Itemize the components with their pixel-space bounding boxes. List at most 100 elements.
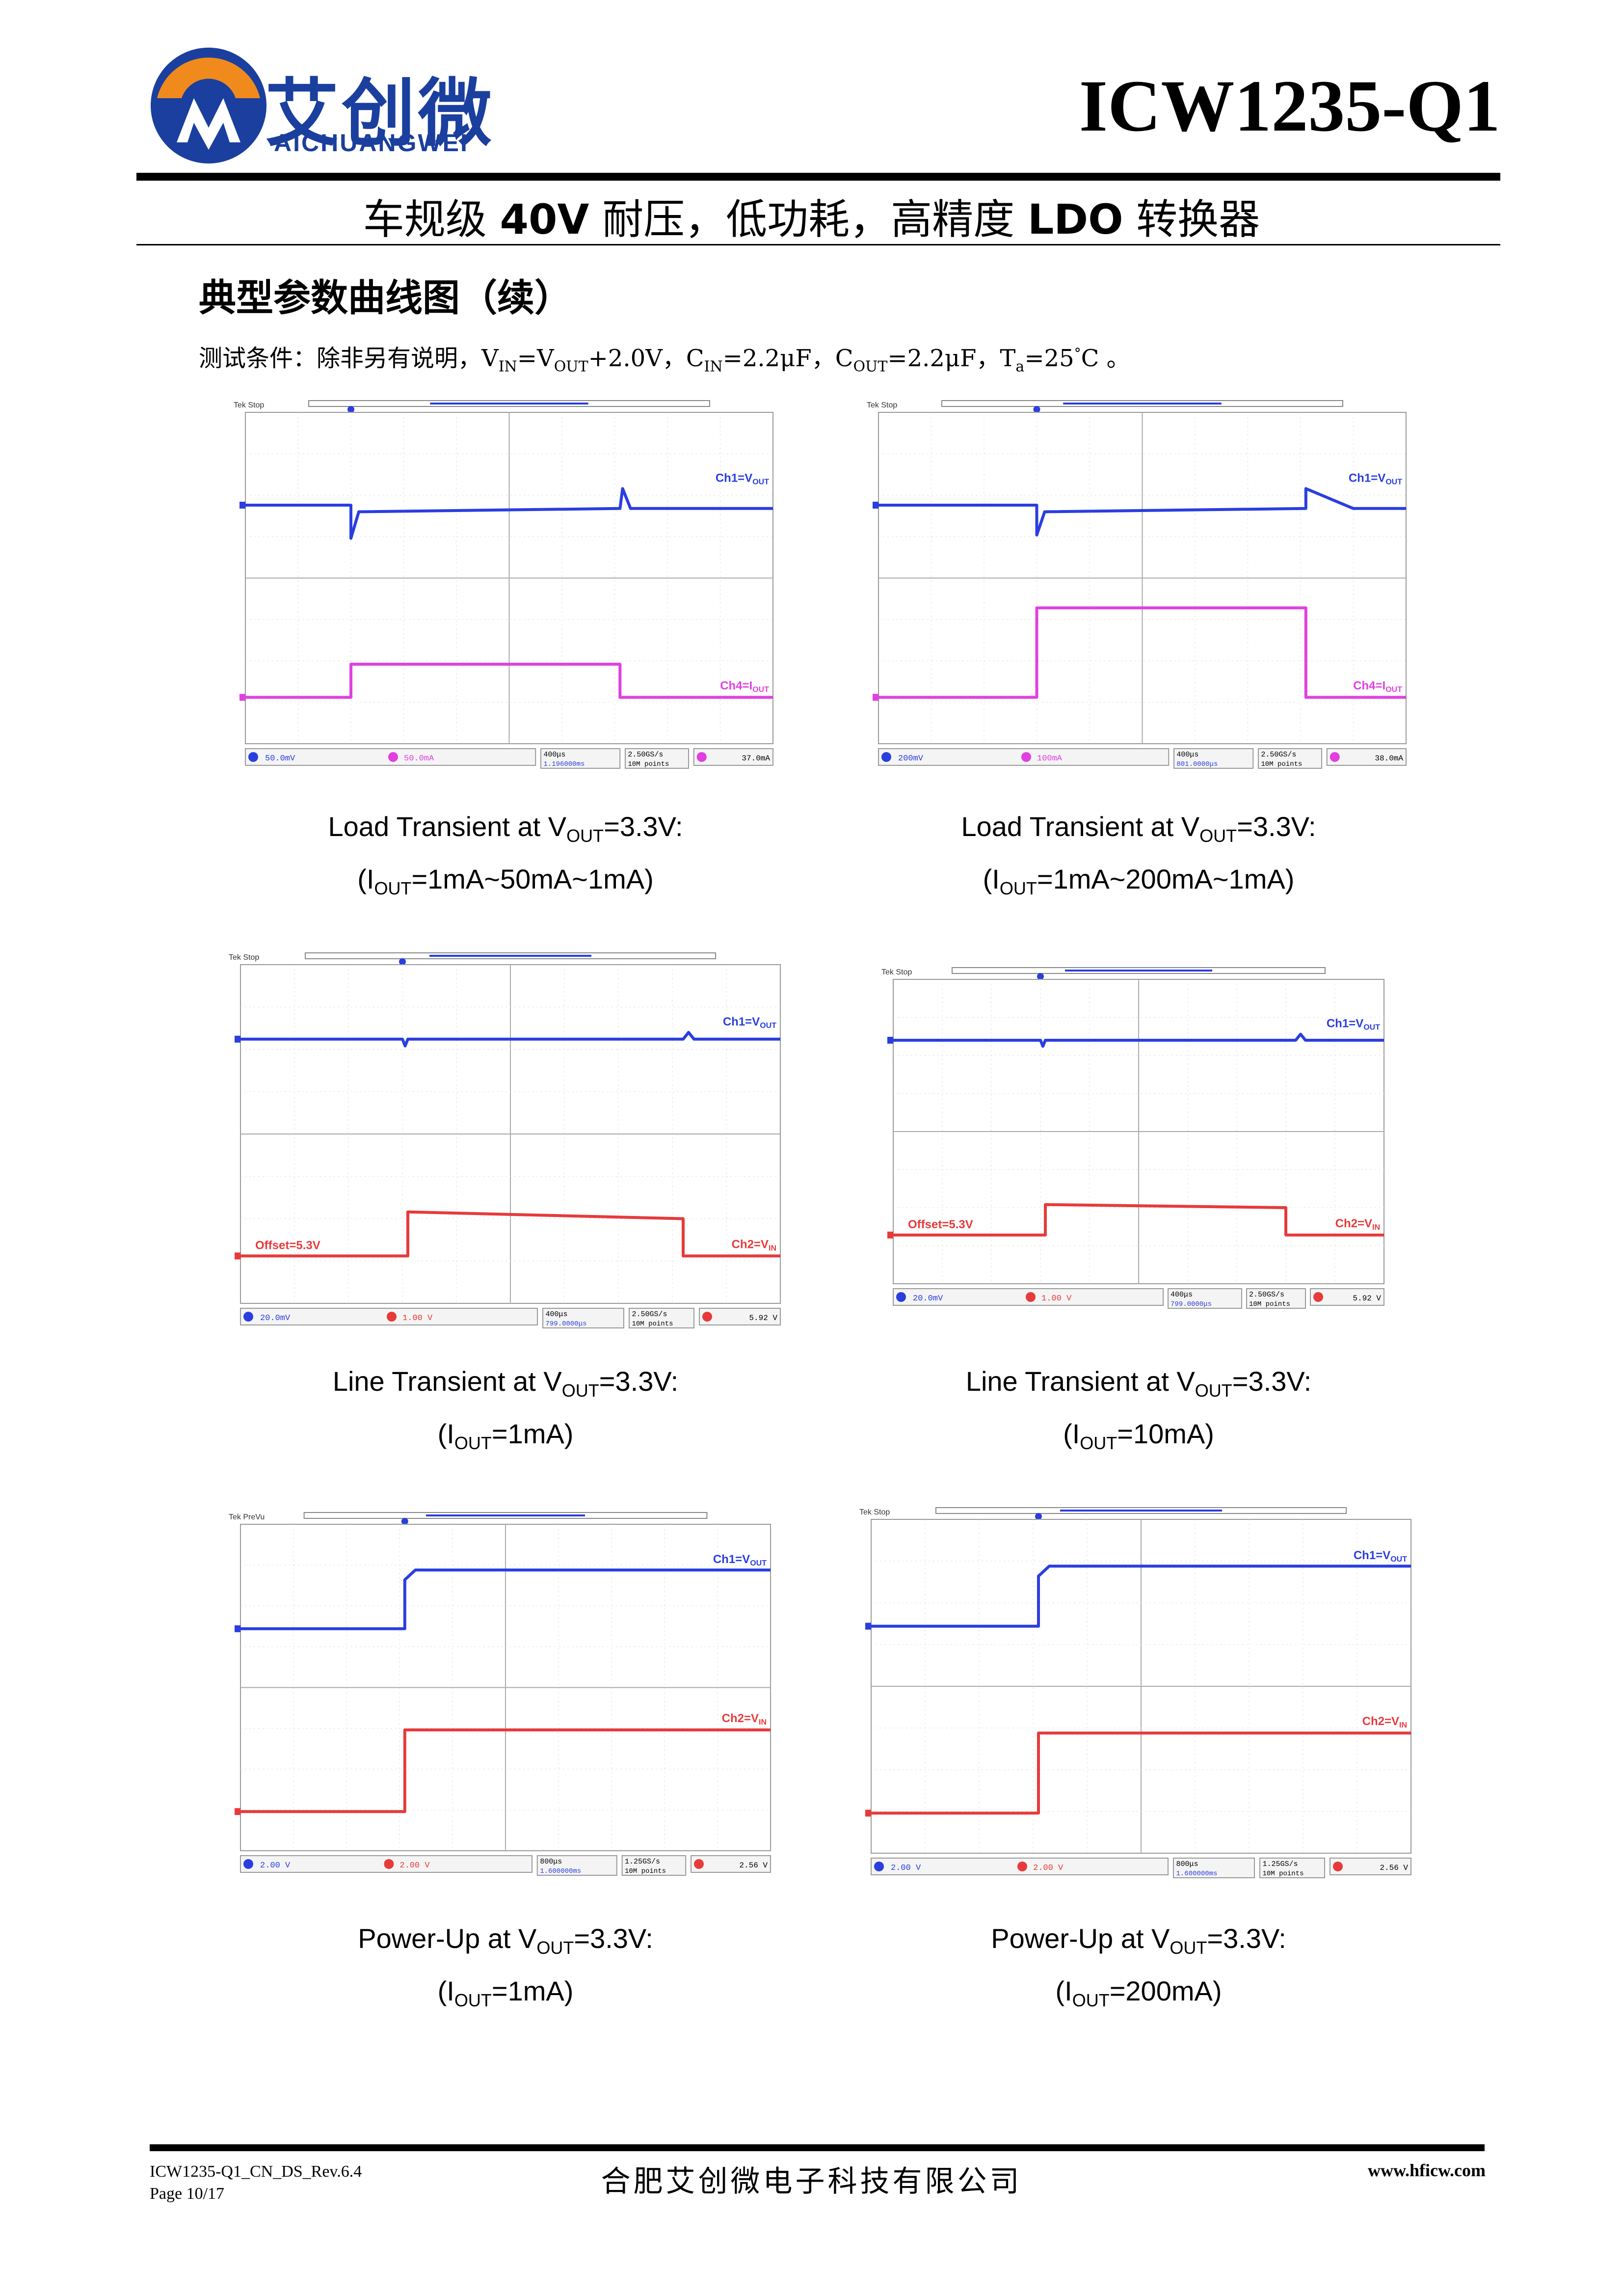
record-length: 10M points (1249, 1300, 1290, 1308)
time-scale: 800μs (1176, 1860, 1198, 1868)
figure-caption: Power-Up at VOUT=3.3V: (IOUT=200mA) (991, 1923, 1286, 2011)
ch2-scale: 2.00 V (399, 1861, 430, 1870)
trace-ch1 (240, 1031, 780, 1048)
record-bar (303, 1512, 708, 1519)
ch1-marker-icon (239, 502, 245, 509)
trigger-delay: 1.600000ms (1176, 1870, 1218, 1878)
ch1-marker-icon (235, 1035, 240, 1043)
trace-ch2 (240, 1728, 771, 1813)
oscilloscope-capture: Tek Stop Ch1=VOUT Ch4=IOUT 50.0mV 50.0mA 400μ… (231, 398, 783, 783)
section-title: 典型参数曲线图（续） (199, 276, 572, 320)
ch2-scale: 100mA (1037, 754, 1063, 763)
figure-caption: Line Transient at VOUT=3.3V: (IOUT=1mA) (332, 1366, 679, 1454)
ch1-label: Ch1=VOUT (1354, 1549, 1407, 1564)
logo-text-cn: 艾创微 (265, 71, 495, 157)
trigger-level: 2.56 V (739, 1861, 768, 1870)
record-length: 10M points (1261, 760, 1302, 768)
oscilloscope-capture: Tek Stop Ch1=VOUT Ch2=VIN Offset=5.3V 20.0mV… (226, 950, 790, 1343)
graticule (871, 1519, 1411, 1853)
ch2-label: Ch2=VIN (1335, 1217, 1380, 1232)
ch1-marker-icon (865, 1622, 871, 1630)
trigger-marker-icon (401, 1518, 408, 1525)
scope-status: Tek Stop (229, 953, 259, 962)
ch2-marker-icon (235, 1252, 240, 1260)
page-number: Page 10/17 (150, 2185, 225, 2203)
oscilloscope-capture: Tek Stop Ch1=VOUT Ch4=IOUT 200mV 100mA 400μs 8… (864, 398, 1416, 783)
trigger-marker-icon (1035, 1513, 1042, 1520)
record-length: 10M points (625, 1867, 666, 1875)
ch1-scale: 20.0mV (913, 1294, 943, 1303)
ch2-marker-icon (873, 694, 878, 701)
logo-text-en: AICHUANGWEI (274, 129, 469, 157)
trace-ch2 (878, 606, 1406, 699)
record-bar (952, 967, 1326, 974)
trace-ch1 (245, 487, 773, 540)
oscilloscope-capture: Tek PreVu Ch1=VOUT Ch2=VIN 2.00 V 2.00 V 800μ… (226, 1510, 780, 1890)
ch2-marker-icon (887, 1231, 893, 1239)
time-scale: 400μs (543, 751, 565, 759)
ch1-scale: 50.0mV (265, 754, 295, 763)
subtitle-rule (136, 244, 1500, 245)
figure-caption: Load Transient at VOUT=3.3V: (IOUT=1mA~20… (961, 811, 1316, 899)
scope-status: Tek Stop (867, 401, 897, 409)
trace-ch2 (240, 1210, 780, 1258)
ch2-scale: 50.0mA (404, 754, 434, 763)
company-logo-icon (147, 44, 270, 167)
ch1-scale: 20.0mV (260, 1314, 291, 1323)
trace-ch1 (240, 1568, 771, 1630)
trigger-delay: 799.0000μs (546, 1320, 587, 1328)
trigger-delay: 1.196000ms (543, 760, 585, 768)
sample-rate: 2.50GS/s (632, 1310, 667, 1319)
record-bar (308, 400, 710, 407)
ch1-scale: 2.00 V (260, 1861, 291, 1870)
ch2-label: Ch2=VIN (1362, 1715, 1407, 1729)
record-bar (941, 400, 1343, 407)
part-number: ICW1235-Q1 (1079, 65, 1500, 147)
trigger-level: 5.92 V (1353, 1294, 1381, 1303)
trace-ch2 (871, 1731, 1411, 1815)
trigger-marker-icon (399, 958, 406, 965)
figure-caption: Load Transient at VOUT=3.3V: (IOUT=1mA~50… (328, 811, 683, 899)
scope-status: Tek Stop (859, 1508, 890, 1516)
footer-rule (150, 2144, 1485, 2151)
scope-status: Tek PreVu (229, 1513, 265, 1521)
trigger-marker-icon (1037, 973, 1044, 980)
graticule (240, 1524, 771, 1851)
document-id: ICW1235-Q1_CN_DS_Rev.6.4 (150, 2162, 362, 2181)
trigger-level: 38.0mA (1375, 754, 1403, 763)
ch2-marker-icon (235, 1808, 240, 1815)
trace-ch2 (893, 1203, 1384, 1237)
ch1-label: Ch1=VOUT (716, 471, 769, 486)
graticule (893, 979, 1384, 1284)
ch1-marker-icon (873, 502, 878, 509)
test-conditions: 测试条件：除非另有说明，VIN=VOUT+2.0V，CIN=2.2μF，COUT… (199, 345, 1130, 376)
time-scale: 400μs (546, 1310, 568, 1319)
ch1-scale: 200mV (898, 754, 924, 763)
time-scale: 400μs (1171, 1291, 1193, 1299)
sample-rate: 1.25GS/s (1263, 1860, 1298, 1868)
website-link[interactable]: www.hficw.com (1368, 2161, 1486, 2180)
time-scale: 400μs (1176, 751, 1198, 759)
graticule (245, 412, 773, 744)
trigger-marker-icon (347, 406, 354, 413)
time-scale: 800μs (540, 1858, 562, 1866)
ch2-label: Ch4=IOUT (1353, 679, 1402, 694)
sample-rate: 1.25GS/s (625, 1858, 660, 1866)
trigger-delay: 799.0000μs (1171, 1300, 1212, 1308)
trace-ch1 (878, 487, 1406, 537)
company-name: 合肥艾创微电子科技有限公司 (601, 2164, 1022, 2199)
trace-ch1 (871, 1565, 1411, 1628)
record-length: 10M points (632, 1320, 673, 1328)
record-bar (935, 1507, 1347, 1514)
ch2-marker-icon (865, 1810, 871, 1817)
ch1-marker-icon (887, 1037, 893, 1044)
ch2-scale: 2.00 V (1033, 1864, 1064, 1873)
ch2-scale: 1.00 V (402, 1314, 433, 1323)
trigger-level: 5.92 V (749, 1314, 777, 1323)
ch2-marker-icon (239, 694, 245, 701)
